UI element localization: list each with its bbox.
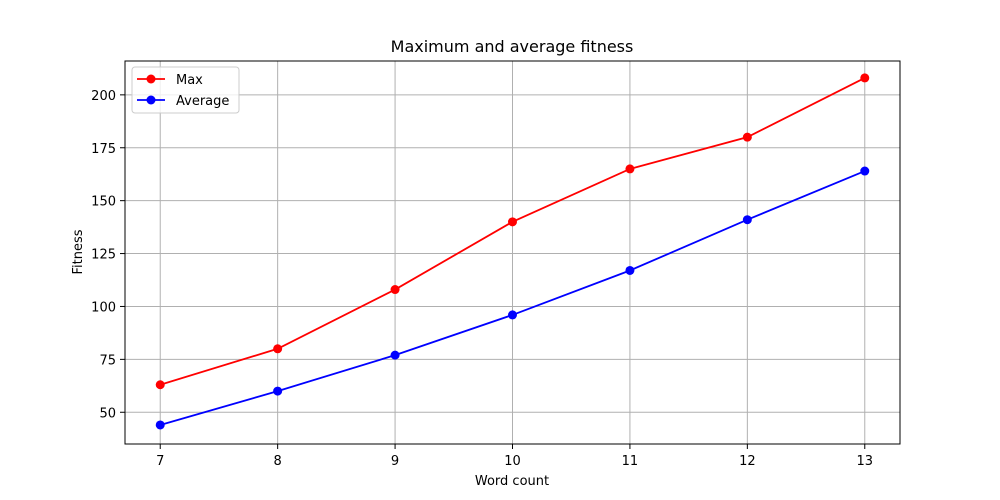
x-tick-label: 12: [739, 454, 756, 469]
legend-label-average: Average: [176, 94, 229, 109]
data-point-max: [155, 380, 165, 390]
data-point-max: [860, 73, 870, 83]
y-axis-label: Fitness: [71, 229, 86, 274]
y-tick-label: 125: [91, 248, 116, 263]
legend-label-max: Max: [176, 73, 203, 88]
data-point-max: [508, 217, 517, 227]
x-tick-label: 9: [391, 454, 399, 469]
axis-ticks: 7 8 9 10 11 12 13 50 75 100 125 150 175 200: [91, 89, 873, 469]
legend-marker-average: [146, 95, 156, 105]
data-point-average: [742, 215, 752, 225]
series-max: [155, 73, 870, 390]
data-point-average: [155, 420, 165, 430]
y-tick-label: 75: [99, 353, 116, 368]
data-point-max: [742, 132, 752, 142]
data-point-max: [625, 164, 635, 174]
series-average: [155, 166, 870, 430]
data-point-max: [390, 285, 400, 295]
y-tick-label: 100: [91, 300, 116, 315]
y-tick-label: 50: [99, 406, 116, 421]
legend-marker-max: [146, 74, 156, 84]
y-tick-label: 150: [91, 195, 116, 210]
series-layer: [155, 73, 870, 430]
data-point-average: [508, 310, 517, 320]
x-tick-label: 8: [274, 454, 282, 469]
x-tick-label: 7: [156, 454, 164, 469]
y-tick-label: 200: [91, 89, 116, 104]
chart-title: Maximum and average fitness: [391, 37, 634, 56]
x-tick-label: 13: [856, 454, 873, 469]
x-axis-label: Word count: [475, 474, 549, 489]
legend: Max Average: [131, 66, 240, 114]
x-tick-label: 11: [622, 454, 639, 469]
data-point-max: [273, 344, 283, 354]
data-point-average: [860, 166, 870, 176]
x-tick-label: 10: [504, 454, 521, 469]
data-point-average: [390, 350, 400, 360]
grid-lines: [125, 61, 900, 444]
y-tick-label: 175: [91, 142, 116, 157]
data-point-average: [273, 386, 283, 396]
data-point-average: [625, 265, 635, 275]
